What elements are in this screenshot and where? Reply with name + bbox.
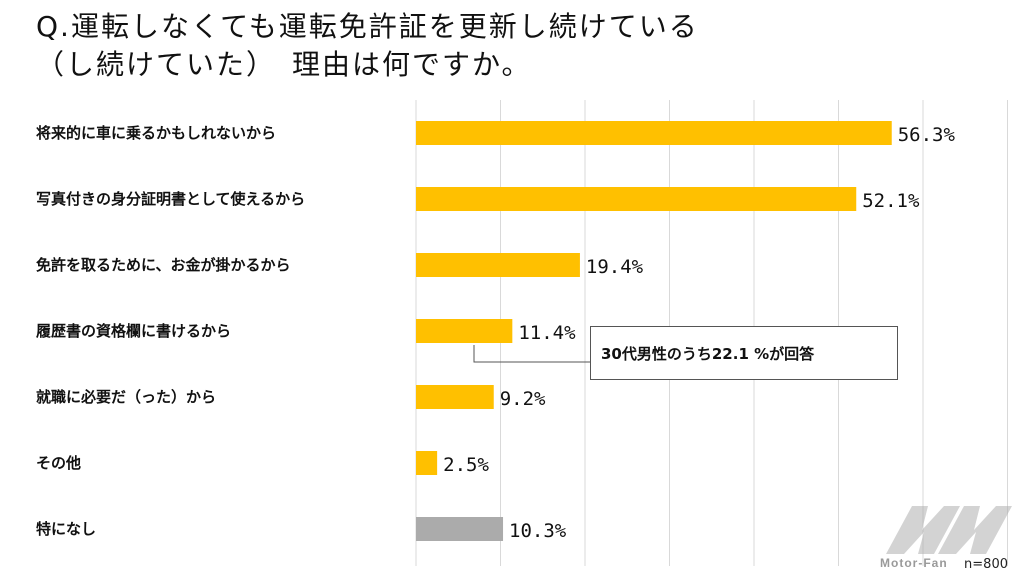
chart-title-line-1: Q.運転しなくても運転免許証を更新し続けている [36, 10, 699, 43]
value-label: 11.4% [518, 322, 576, 344]
category-label: 将来的に車に乗るかもしれないから [36, 124, 276, 142]
callout-leader-line [473, 345, 590, 363]
bar [416, 517, 504, 541]
category-label: 写真付きの身分証明書として使えるから [36, 190, 305, 208]
category-label: 特になし [36, 520, 96, 538]
value-label: 52.1% [862, 190, 920, 212]
value-label: 56.3% [898, 124, 956, 146]
category-label: 就職に必要だ（った）から [36, 388, 216, 406]
motor-fan-logo-icon [886, 506, 1012, 554]
chart-title-line-2: （し続けていた） 理由は何ですか。 [36, 48, 532, 81]
bar [416, 319, 513, 343]
value-label: 19.4% [586, 256, 644, 278]
value-label: 10.3% [509, 520, 567, 542]
bar [416, 253, 580, 277]
category-label: 履歴書の資格欄に書けるから [35, 322, 231, 340]
bar [416, 451, 438, 475]
bar [416, 187, 857, 211]
value-label: 9.2% [500, 388, 546, 410]
sample-size: n=800 [964, 557, 1008, 572]
chart-title: Q.運転しなくても運転免許証を更新し続けている （し続けていた） 理由は何ですか… [36, 8, 996, 84]
value-label: 2.5% [443, 454, 489, 476]
annotation-callout: 30代男性のうち22.1 %が回答 [590, 326, 898, 380]
watermark-text: Motor-Fan [880, 556, 948, 570]
category-label: 免許を取るために、お金が掛かるから [36, 256, 291, 274]
category-label: その他 [36, 454, 81, 472]
bar [416, 385, 494, 409]
bar [416, 121, 892, 145]
